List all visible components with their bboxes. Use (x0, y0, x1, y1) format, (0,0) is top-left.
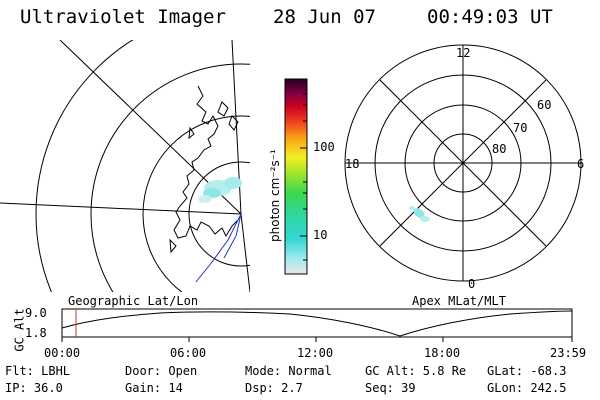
colorbar-unit-label: photon cm⁻²s⁻¹ (268, 149, 282, 242)
glat-info: GLat: -68.3 (487, 364, 567, 378)
time-label: 00:49:03 UT (427, 6, 553, 28)
ip-info: IP: 36.0 (5, 381, 63, 395)
aurora-emission (198, 177, 242, 203)
altitude-tick-9: 9.0 (25, 306, 47, 320)
colorbar-tick-100: 100 (313, 140, 335, 154)
date-label: 28 Jun 07 (273, 6, 376, 28)
seq-info: Seq: 39 (365, 381, 416, 395)
geographic-label: Geographic Lat/Lon (68, 294, 199, 308)
time-tick-0000: 00:00 (44, 346, 81, 360)
mlt-label-18: 18 (345, 157, 360, 171)
gain-info: Gain: 14 (125, 381, 183, 395)
satellite-track (195, 213, 242, 283)
apex-label: Apex MLat/MLT (412, 294, 506, 308)
door-info: Door: Open (125, 364, 198, 378)
altitude-plot (61, 308, 573, 342)
glon-info: GLon: 242.5 (487, 381, 567, 395)
polar-plot (344, 44, 582, 282)
gc-alt-info: GC Alt: 5.8 Re (365, 364, 467, 378)
time-tick-0600: 06:00 (170, 346, 207, 360)
meridians (0, 40, 250, 292)
time-tick-1800: 18:00 (424, 346, 461, 360)
altitude-curve (61, 310, 573, 337)
altitude-tick-1-8: 1.8 (25, 326, 47, 340)
time-tick-2359: 23:59 (550, 346, 587, 360)
mlat-label-60: 60 (537, 98, 552, 112)
colorbar-tick-10: 10 (313, 228, 328, 242)
filter-info: Flt: LBHL (5, 364, 71, 378)
instrument-title: Ultraviolet Imager (20, 6, 226, 28)
time-tick-1200: 12:00 (297, 346, 334, 360)
mlat-label-80: 80 (492, 142, 507, 156)
polar-aurora (409, 206, 430, 222)
mlt-label-0: 0 (468, 277, 476, 291)
polar-spokes (345, 45, 581, 281)
geographic-map (0, 40, 250, 292)
altitude-x-ticks (61, 337, 573, 342)
altitude-frame (61, 308, 573, 338)
mlt-label-12: 12 (456, 46, 471, 60)
color-bar (284, 78, 308, 275)
latitude-circles (35, 40, 250, 292)
color-bar-ticks (300, 93, 307, 261)
mode-info: Mode: Normal (245, 364, 332, 378)
coastline (173, 85, 239, 239)
mlt-label-6: 6 (577, 157, 585, 171)
coastline-islands (169, 101, 239, 254)
dsp-info: Dsp: 2.7 (245, 381, 303, 395)
mlat-label-70: 70 (513, 121, 528, 135)
